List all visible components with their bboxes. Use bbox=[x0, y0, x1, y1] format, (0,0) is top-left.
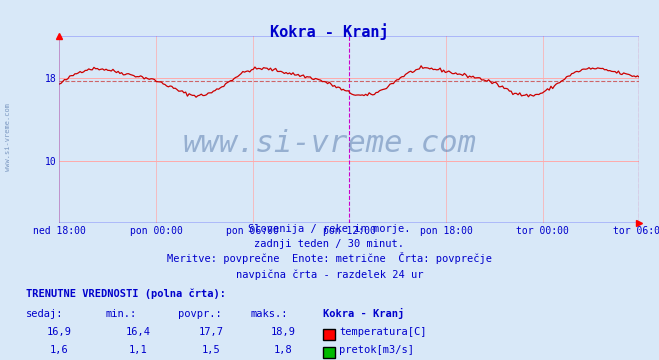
Text: 18,9: 18,9 bbox=[271, 327, 296, 337]
Text: maks.:: maks.: bbox=[250, 309, 288, 319]
Text: pretok[m3/s]: pretok[m3/s] bbox=[339, 345, 415, 355]
Text: 16,9: 16,9 bbox=[47, 327, 72, 337]
Text: sedaj:: sedaj: bbox=[26, 309, 64, 319]
Text: 1,1: 1,1 bbox=[129, 345, 148, 355]
Text: 1,6: 1,6 bbox=[50, 345, 69, 355]
Text: povpr.:: povpr.: bbox=[178, 309, 221, 319]
Text: Kokra - Kranj: Kokra - Kranj bbox=[323, 308, 404, 319]
Text: 16,4: 16,4 bbox=[126, 327, 151, 337]
Text: zadnji teden / 30 minut.: zadnji teden / 30 minut. bbox=[254, 239, 405, 249]
Text: temperatura[C]: temperatura[C] bbox=[339, 327, 427, 337]
Text: www.si-vreme.com: www.si-vreme.com bbox=[183, 130, 476, 158]
Text: min.:: min.: bbox=[105, 309, 136, 319]
Text: Kokra - Kranj: Kokra - Kranj bbox=[270, 23, 389, 40]
Text: Meritve: povprečne  Enote: metrične  Črta: povprečje: Meritve: povprečne Enote: metrične Črta:… bbox=[167, 252, 492, 265]
Text: 1,8: 1,8 bbox=[274, 345, 293, 355]
Text: TRENUTNE VREDNOSTI (polna črta):: TRENUTNE VREDNOSTI (polna črta): bbox=[26, 288, 226, 299]
Text: 1,5: 1,5 bbox=[202, 345, 220, 355]
Text: Slovenija / reke in morje.: Slovenija / reke in morje. bbox=[248, 224, 411, 234]
Text: 17,7: 17,7 bbox=[198, 327, 223, 337]
Text: navpična črta - razdelek 24 ur: navpična črta - razdelek 24 ur bbox=[236, 269, 423, 280]
Text: www.si-vreme.com: www.si-vreme.com bbox=[5, 103, 11, 171]
